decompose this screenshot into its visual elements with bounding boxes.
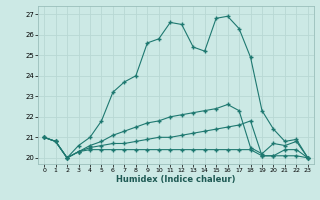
X-axis label: Humidex (Indice chaleur): Humidex (Indice chaleur)	[116, 175, 236, 184]
